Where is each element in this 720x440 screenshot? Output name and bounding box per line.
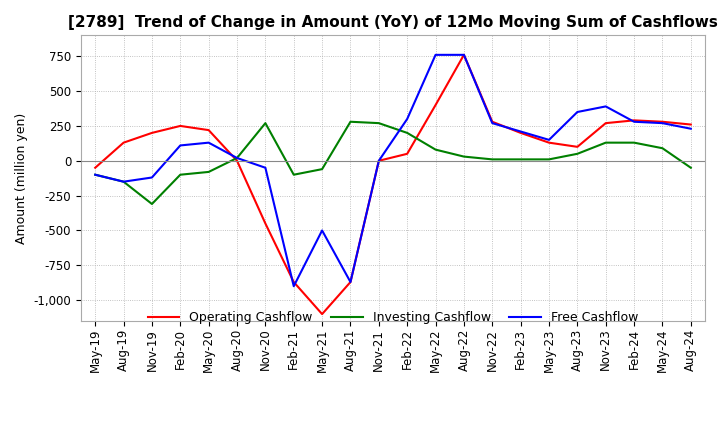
Line: Investing Cashflow: Investing Cashflow xyxy=(95,122,690,204)
Y-axis label: Amount (million yen): Amount (million yen) xyxy=(15,113,28,244)
Investing Cashflow xyxy=(346,119,355,125)
Investing Cashflow xyxy=(176,172,184,177)
Investing Cashflow xyxy=(573,151,582,157)
Free Cashflow xyxy=(176,143,184,148)
Line: Operating Cashflow: Operating Cashflow xyxy=(95,55,690,314)
Investing Cashflow xyxy=(233,155,241,161)
Operating Cashflow xyxy=(516,130,525,136)
Investing Cashflow xyxy=(545,157,554,162)
Investing Cashflow xyxy=(516,157,525,162)
Free Cashflow xyxy=(91,172,99,177)
Free Cashflow xyxy=(601,104,610,109)
Free Cashflow xyxy=(289,283,298,289)
Operating Cashflow xyxy=(488,119,497,125)
Free Cashflow xyxy=(431,52,440,58)
Free Cashflow xyxy=(148,175,156,180)
Operating Cashflow xyxy=(91,165,99,170)
Free Cashflow xyxy=(374,158,383,163)
Operating Cashflow xyxy=(318,312,326,317)
Investing Cashflow xyxy=(204,169,213,175)
Investing Cashflow xyxy=(431,147,440,152)
Operating Cashflow xyxy=(545,140,554,145)
Operating Cashflow xyxy=(346,279,355,285)
Free Cashflow xyxy=(403,116,412,121)
Investing Cashflow xyxy=(374,121,383,126)
Operating Cashflow xyxy=(403,151,412,157)
Free Cashflow xyxy=(318,228,326,233)
Free Cashflow xyxy=(204,140,213,145)
Free Cashflow xyxy=(516,129,525,134)
Operating Cashflow xyxy=(374,158,383,163)
Investing Cashflow xyxy=(630,140,639,145)
Operating Cashflow xyxy=(573,144,582,150)
Investing Cashflow xyxy=(120,179,128,184)
Free Cashflow xyxy=(686,126,695,132)
Investing Cashflow xyxy=(601,140,610,145)
Operating Cashflow xyxy=(233,158,241,163)
Operating Cashflow xyxy=(120,140,128,145)
Free Cashflow xyxy=(233,155,241,161)
Operating Cashflow xyxy=(658,119,667,125)
Operating Cashflow xyxy=(176,123,184,128)
Investing Cashflow xyxy=(658,146,667,151)
Investing Cashflow xyxy=(91,172,99,177)
Operating Cashflow xyxy=(686,122,695,127)
Free Cashflow xyxy=(658,121,667,126)
Operating Cashflow xyxy=(289,279,298,285)
Investing Cashflow xyxy=(686,165,695,170)
Investing Cashflow xyxy=(289,172,298,177)
Free Cashflow xyxy=(630,119,639,125)
Operating Cashflow xyxy=(431,103,440,108)
Investing Cashflow xyxy=(459,154,468,159)
Free Cashflow xyxy=(261,165,270,170)
Investing Cashflow xyxy=(148,202,156,207)
Operating Cashflow xyxy=(261,221,270,226)
Free Cashflow xyxy=(545,137,554,143)
Line: Free Cashflow: Free Cashflow xyxy=(95,55,690,286)
Investing Cashflow xyxy=(403,130,412,136)
Investing Cashflow xyxy=(318,166,326,172)
Free Cashflow xyxy=(459,52,468,58)
Operating Cashflow xyxy=(148,130,156,136)
Free Cashflow xyxy=(346,279,355,285)
Investing Cashflow xyxy=(488,157,497,162)
Free Cashflow xyxy=(573,110,582,115)
Investing Cashflow xyxy=(261,121,270,126)
Legend: Operating Cashflow, Investing Cashflow, Free Cashflow: Operating Cashflow, Investing Cashflow, … xyxy=(143,306,643,329)
Title: [2789]  Trend of Change in Amount (YoY) of 12Mo Moving Sum of Cashflows: [2789] Trend of Change in Amount (YoY) o… xyxy=(68,15,718,30)
Operating Cashflow xyxy=(630,118,639,123)
Free Cashflow xyxy=(488,121,497,126)
Operating Cashflow xyxy=(204,128,213,133)
Operating Cashflow xyxy=(601,121,610,126)
Operating Cashflow xyxy=(459,52,468,58)
Free Cashflow xyxy=(120,179,128,184)
